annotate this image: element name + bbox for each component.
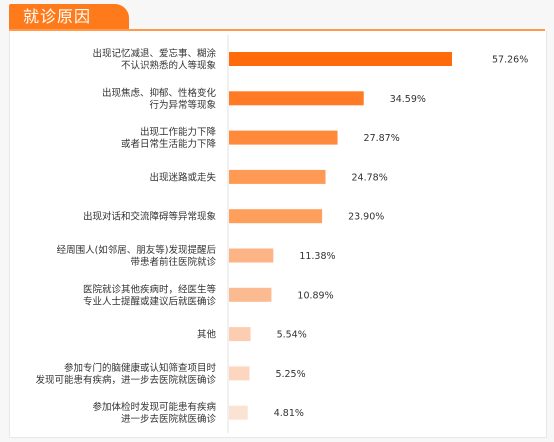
bar <box>229 405 248 420</box>
bar <box>229 52 452 66</box>
category-label: 出现迷路或走失 <box>149 171 216 183</box>
category-label: 参加专门的脑健康或认知筛查项目时发现可能患有疾病，进一步去医院就医确诊 <box>35 362 216 386</box>
value-label: 11.38% <box>299 251 335 262</box>
bar <box>229 248 274 263</box>
value-label: 34.59% <box>390 94 426 105</box>
category-label: 出现记忆减退、爱忘事、糊涂不认识熟悉的人等现象 <box>92 48 216 72</box>
value-label: 57.26% <box>492 55 528 66</box>
category-label: 出现对话和交流障碍等异常现象 <box>83 211 217 223</box>
chart-panel: 出现记忆减退、爱忘事、糊涂不认识熟悉的人等现象 57.26% 出现焦虑、抑郁、性格变… <box>9 31 547 438</box>
header-underline <box>9 29 545 31</box>
value-label: 23.90% <box>348 212 384 223</box>
bar-chart: 出现记忆减退、爱忘事、糊涂不认识熟悉的人等现象 57.26% 出现焦虑、抑郁、性格变… <box>35 35 528 433</box>
category-label: 参加体检时发现可能患有疾病进一步去医院就医确诊 <box>92 401 216 425</box>
value-label: 5.25% <box>275 369 305 380</box>
bar <box>229 366 250 381</box>
value-label: 27.87% <box>364 133 400 144</box>
category-label: 出现焦虑、抑郁、性格变化行为异常等现象 <box>102 87 217 111</box>
bar <box>229 327 251 342</box>
value-label: 4.81% <box>274 408 304 419</box>
value-label: 5.54% <box>277 330 307 341</box>
bar <box>229 287 272 302</box>
bar <box>229 169 326 184</box>
category-label: 医院就诊其他疾病时，经医生等专业人士提醒或建议后就医确诊 <box>83 283 217 307</box>
bar <box>229 130 338 145</box>
section-title: 就诊原因 <box>9 4 129 30</box>
bar <box>229 209 323 224</box>
bar <box>229 91 364 106</box>
category-label: 其他 <box>197 329 217 341</box>
value-label: 10.89% <box>297 290 333 301</box>
value-label: 24.78% <box>352 172 388 183</box>
category-label: 经周围人(如邻居、朋友等)发现提醒后带患者前往医院就诊 <box>57 244 217 268</box>
category-label: 出现工作能力下降或者日常生活能力下降 <box>121 126 217 150</box>
